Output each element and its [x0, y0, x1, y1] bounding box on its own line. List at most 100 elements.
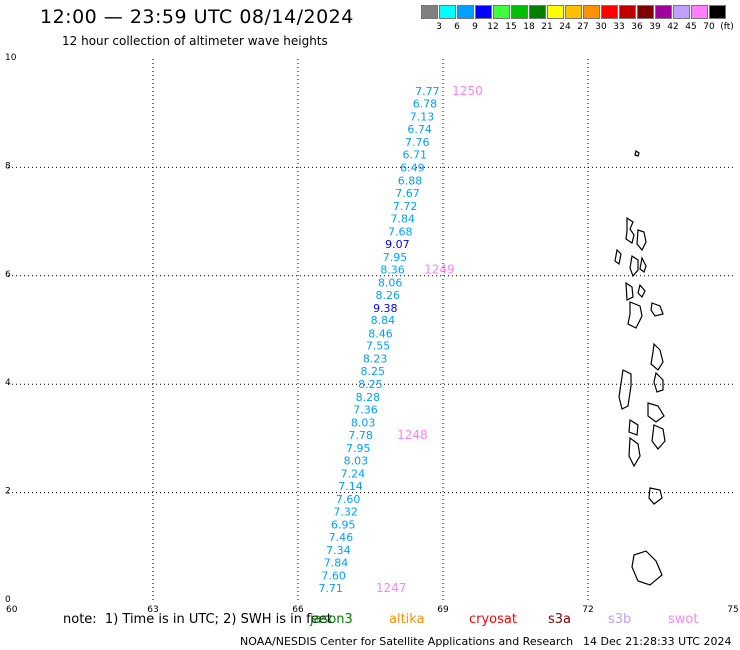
y-tick-label: 10 [5, 53, 17, 63]
color-scale-label: (ft) [720, 22, 734, 32]
note-text: note: 1) Time is in UTC; 2) SWH is in fe… [63, 612, 332, 627]
color-scale-label: 18 [523, 22, 535, 32]
wave-height-label: 8.28 [356, 391, 381, 404]
satellite-legend-item: cryosat [469, 612, 517, 627]
wave-height-label: 8.26 [375, 289, 400, 302]
color-swatch [691, 5, 708, 19]
wave-height-label: 8.03 [344, 455, 369, 468]
color-scale-label: 15 [505, 22, 517, 32]
wave-height-label: 8.25 [361, 365, 386, 378]
color-swatch [529, 5, 546, 19]
wave-height-label: 7.13 [410, 110, 435, 123]
grid-lines [8, 59, 733, 601]
color-scale-label: 24 [559, 22, 571, 32]
color-swatch [583, 5, 600, 19]
x-tick-label: 72 [582, 605, 593, 615]
island-outline [639, 256, 647, 273]
color-swatch [511, 5, 528, 19]
wave-height-label: 6.78 [413, 97, 438, 110]
wave-height-label: 6.95 [331, 519, 356, 532]
wave-height-label: 7.34 [326, 544, 351, 557]
wave-height-label: 8.36 [380, 263, 405, 276]
color-swatch [637, 5, 654, 19]
color-scale-label: 45 [685, 22, 697, 32]
island-outline [625, 281, 634, 301]
color-swatch [439, 5, 456, 19]
color-scale-label: 27 [577, 22, 589, 32]
x-tick-label: 63 [147, 605, 158, 615]
wave-height-label: 8.03 [351, 417, 376, 430]
color-swatch [601, 5, 618, 19]
color-scale-label: 6 [454, 22, 460, 32]
island-outline [631, 550, 663, 586]
island-outline [614, 248, 622, 266]
wave-height-label: 8.84 [371, 314, 396, 327]
y-tick-label: 0 [5, 595, 11, 605]
color-scale-label: 9 [472, 22, 478, 32]
wave-height-label: 7.67 [395, 187, 420, 200]
chart-title: 12:00 — 23:59 UTC 08/14/2024 [40, 6, 354, 28]
satellite-legend-item: s3b [608, 612, 632, 627]
y-tick-label: 8 [5, 161, 11, 171]
x-tick-label: 66 [292, 605, 304, 615]
wave-height-label: 7.76 [405, 136, 430, 149]
color-swatch [655, 5, 672, 19]
wave-height-label: 7.71 [318, 582, 343, 595]
satellite-legend-item: jason3 [310, 612, 353, 627]
time-label: 1247 [376, 581, 407, 595]
coastline-islands [614, 150, 666, 586]
time-labels: 1247 1248 1249 1250 [376, 84, 483, 595]
wave-height-label: 6.71 [403, 148, 428, 161]
color-swatch [619, 5, 636, 19]
wave-height-label: 7.24 [341, 468, 366, 481]
color-scale-label: 3 [436, 22, 442, 32]
x-tick-label: 60 [6, 605, 18, 615]
wave-height-label: 8.23 [363, 353, 388, 366]
color-scale-label: 70 [703, 22, 715, 32]
island-outline [627, 301, 643, 329]
wave-height-label: 7.60 [336, 493, 361, 506]
color-swatch [457, 5, 474, 19]
wave-height-label: 7.84 [390, 212, 415, 225]
color-scale-label: 12 [487, 22, 499, 32]
wave-height-label: 7.84 [324, 557, 349, 570]
chart-subtitle: 12 hour collection of altimeter wave hei… [62, 34, 328, 48]
island-outline [628, 418, 639, 436]
wave-height-label: 7.72 [393, 200, 418, 213]
x-tick-label: 69 [437, 605, 449, 615]
altimeter-track: 7.717.607.847.347.466.957.327.607.147.24… [318, 85, 439, 595]
wave-height-label: 7.14 [338, 480, 363, 493]
time-label: 1249 [424, 262, 455, 276]
color-swatch [493, 5, 510, 19]
wave-height-label: 7.95 [346, 442, 371, 455]
color-scale-label: 39 [649, 22, 661, 32]
wave-height-label: 7.60 [321, 570, 346, 583]
footer-credit: NOAA/NESDIS Center for Satellite Applica… [240, 635, 574, 648]
wave-height-label: 8.25 [358, 378, 383, 391]
wave-height-label: 7.32 [333, 506, 358, 519]
island-outline [628, 436, 641, 468]
footer-timestamp: 14 Dec 21:28:33 UTC 2024 [583, 635, 732, 648]
island-outline [636, 229, 647, 252]
color-swatch [421, 5, 438, 19]
color-scale-label: 21 [541, 22, 553, 32]
color-scale-label: 36 [631, 22, 643, 32]
wave-height-label: 7.77 [415, 85, 440, 98]
wave-height-label: 7.68 [388, 225, 413, 238]
time-label: 1248 [397, 428, 428, 442]
y-tick-label: 2 [5, 487, 11, 497]
color-swatch [565, 5, 582, 19]
wave-height-label: 7.55 [366, 340, 391, 353]
wave-height-label: 7.95 [383, 251, 408, 264]
color-scale-label: 30 [595, 22, 607, 32]
wave-height-label: 7.78 [348, 429, 373, 442]
island-outline [648, 487, 663, 505]
wave-height-label: 7.36 [353, 404, 378, 417]
satellite-legend-item: altika [389, 612, 425, 627]
island-outline [618, 369, 632, 410]
island-outline [650, 342, 664, 371]
satellite-legend-item: s3a [548, 612, 572, 627]
island-outline [651, 424, 666, 450]
satellite-legend-item: swot [668, 612, 699, 627]
